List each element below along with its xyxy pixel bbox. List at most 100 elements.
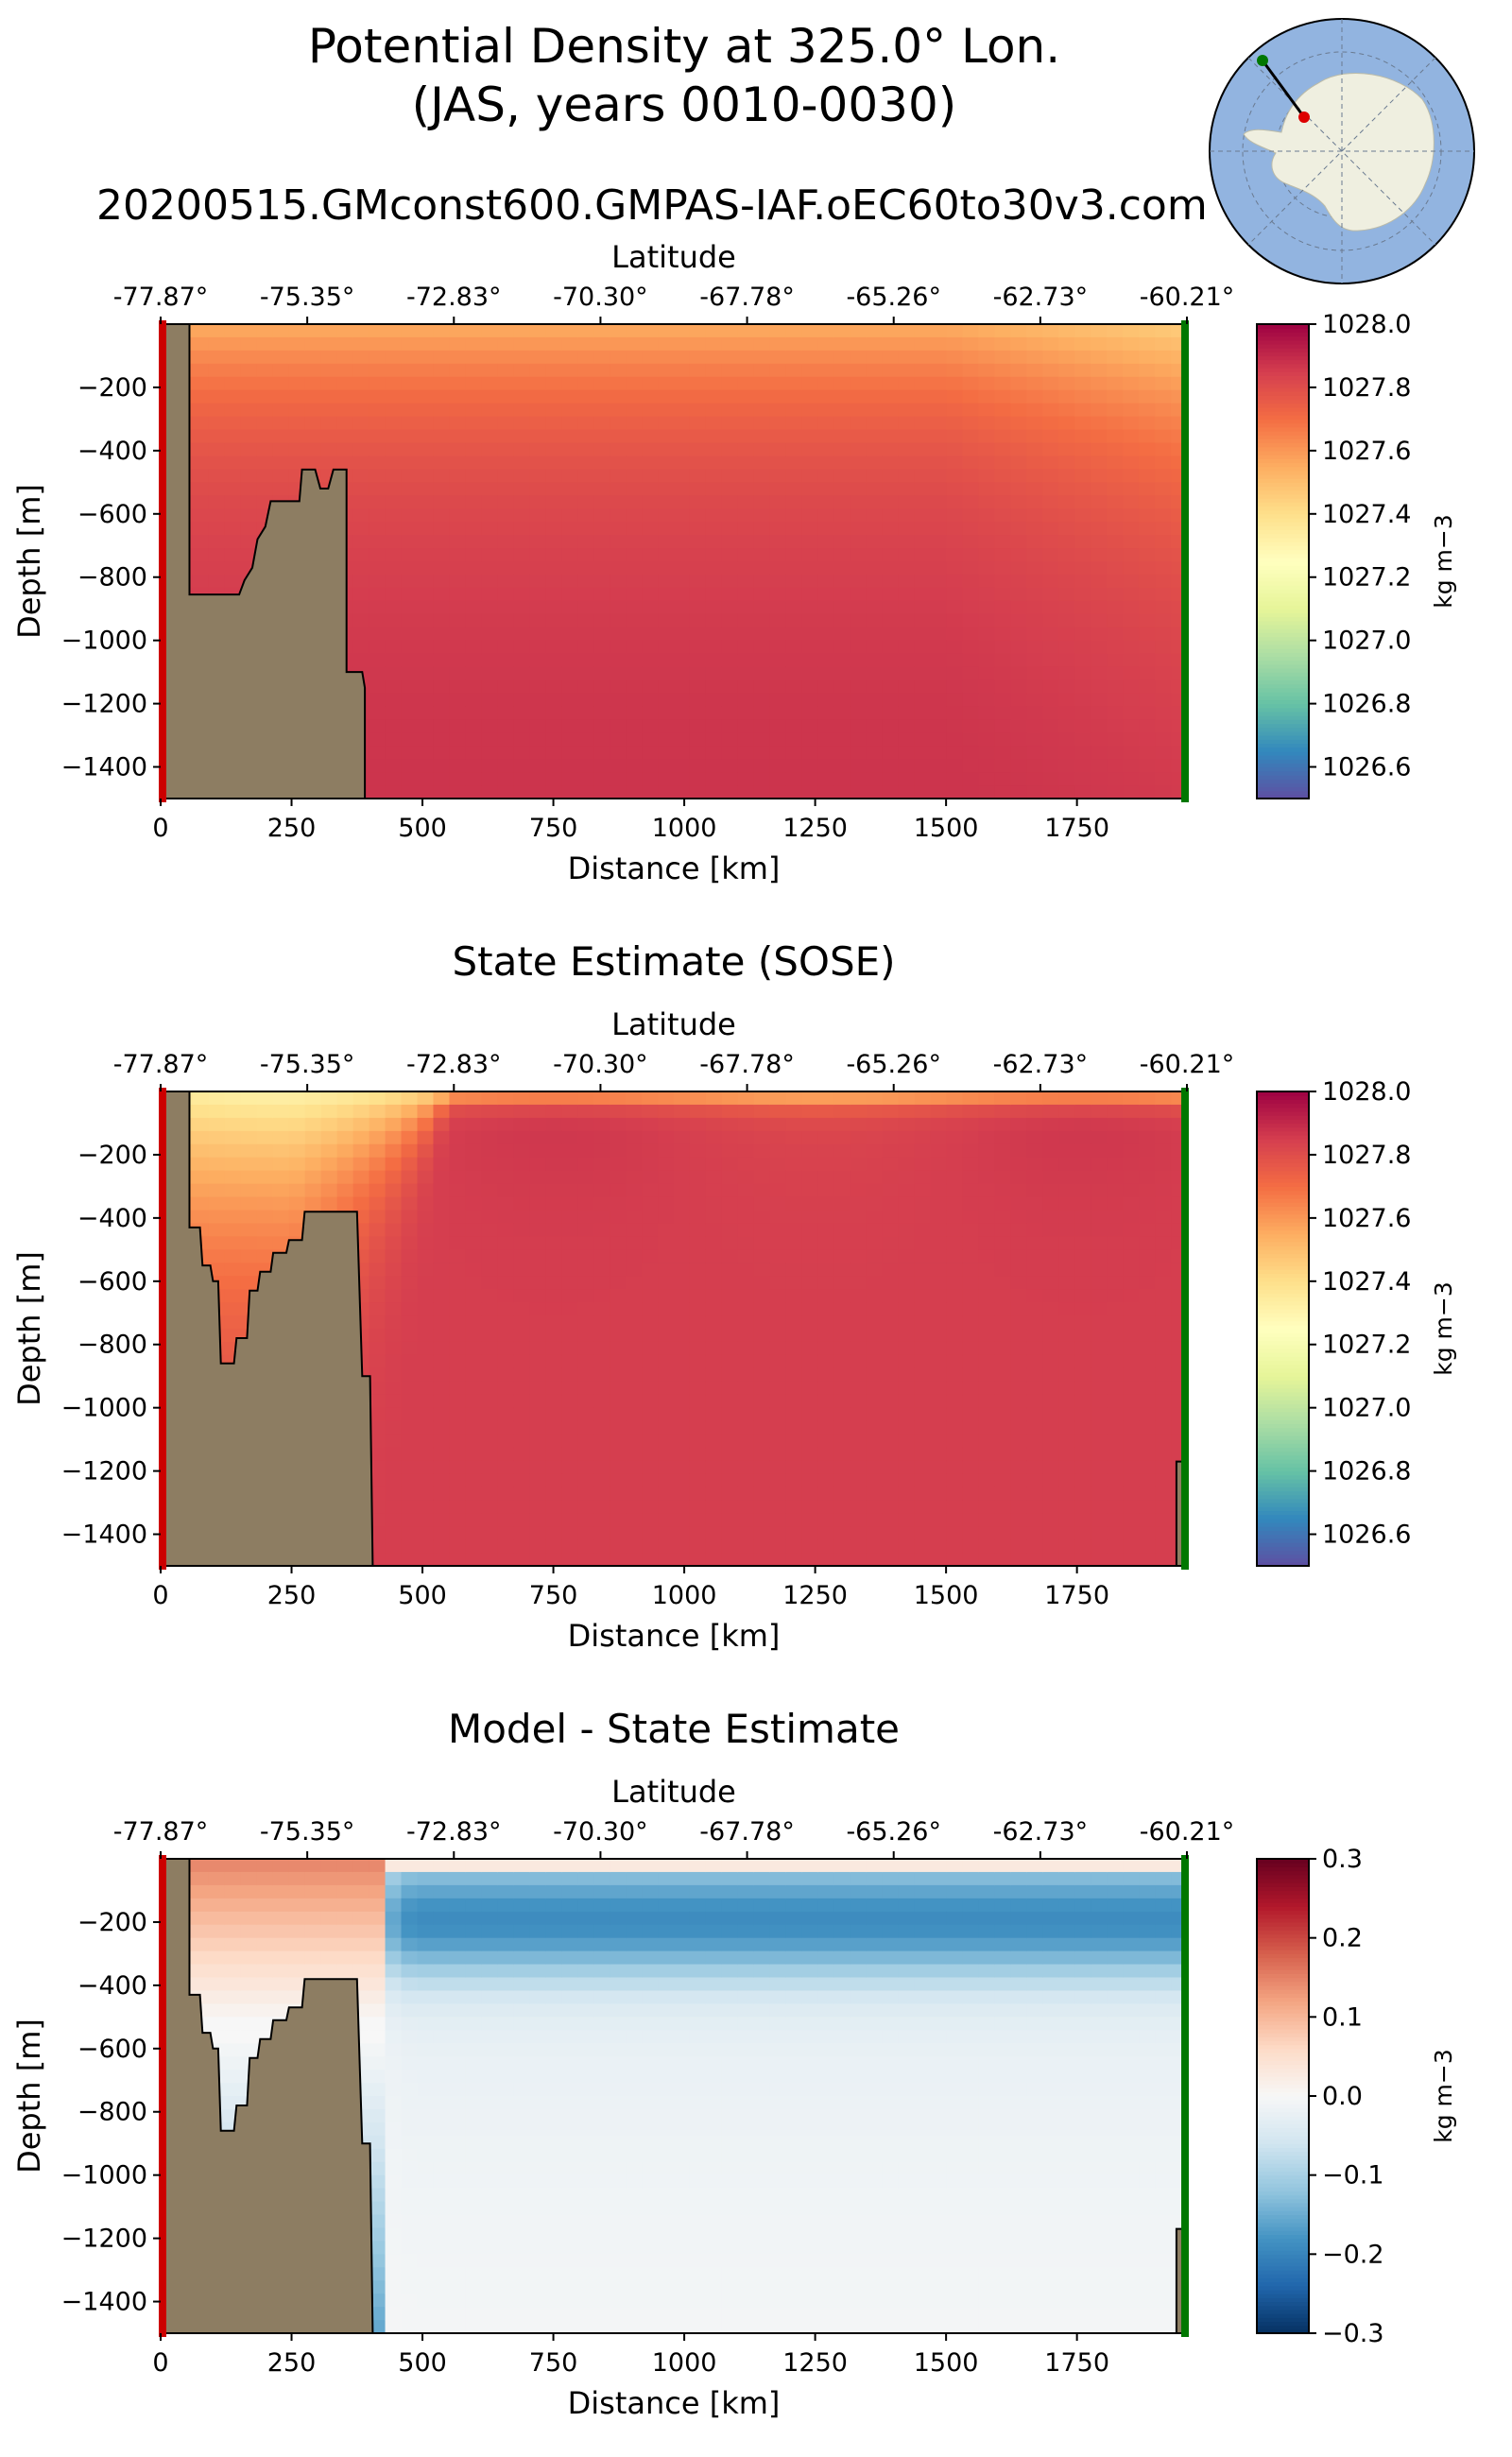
- heatmap-cell: [689, 1394, 707, 1409]
- heatmap-cell: [882, 548, 900, 562]
- heatmap-cell: [481, 746, 498, 760]
- heatmap-cell: [689, 653, 707, 668]
- heatmap-cell: [962, 1143, 980, 1159]
- heatmap-cell: [610, 1170, 627, 1185]
- heatmap-cell: [192, 389, 210, 404]
- heatmap-cell: [449, 469, 467, 483]
- heatmap-cell: [1042, 376, 1059, 391]
- heatmap-cell: [481, 1354, 498, 1369]
- heatmap-cell: [1058, 1420, 1075, 1435]
- heatmap-cell: [642, 706, 659, 720]
- heatmap-cell: [866, 561, 884, 576]
- heatmap-cell: [785, 1420, 803, 1435]
- heatmap-cell: [1042, 1407, 1059, 1422]
- heatmap-cell: [369, 482, 387, 496]
- heatmap-cell: [529, 1354, 546, 1369]
- heatmap-cell: [817, 1526, 835, 1540]
- heatmap-cell: [401, 627, 419, 642]
- heatmap-cell: [529, 772, 546, 786]
- heatmap-cell: [642, 350, 659, 365]
- heatmap-cell: [401, 363, 419, 378]
- heatmap-cell: [626, 1249, 643, 1263]
- heatmap-cell: [433, 350, 451, 365]
- heatmap-cell: [304, 363, 322, 378]
- heatmap-cell: [1123, 1289, 1140, 1303]
- heatmap-cell: [1155, 508, 1172, 523]
- heatmap-cell: [1010, 403, 1027, 418]
- heatmap-cell: [497, 1329, 514, 1343]
- heatmap-cell: [817, 1289, 835, 1303]
- heatmap-cell: [817, 587, 835, 602]
- heatmap-cell: [658, 640, 675, 655]
- heatmap-cell: [785, 1473, 803, 1487]
- heatmap-cell: [962, 746, 980, 760]
- heatmap-cell: [369, 1196, 387, 1211]
- y-tick-label: −600: [77, 500, 147, 529]
- heatmap-cell: [689, 719, 707, 733]
- heatmap-cell: [721, 759, 739, 773]
- heatmap-cell: [721, 1434, 739, 1449]
- heatmap-cell: [1026, 1104, 1043, 1119]
- heatmap-cell: [642, 403, 659, 418]
- heatmap-cell: [465, 574, 482, 589]
- heatmap-cell: [866, 1183, 884, 1198]
- heatmap-cell: [817, 376, 835, 391]
- heatmap-cell: [642, 561, 659, 576]
- heatmap-cell: [561, 653, 578, 668]
- heatmap-cell: [465, 1170, 482, 1185]
- heatmap-cell: [705, 1143, 723, 1159]
- heatmap-cell: [737, 679, 755, 695]
- heatmap-cell: [674, 640, 691, 655]
- heatmap-cell: [946, 600, 964, 615]
- heatmap-cell: [946, 1170, 964, 1185]
- heatmap-cell: [978, 693, 995, 707]
- heatmap-cell: [882, 1143, 900, 1159]
- heatmap-cell: [705, 1091, 723, 1106]
- heatmap-cell: [674, 1381, 691, 1396]
- heatmap-cell: [866, 1276, 884, 1290]
- heatmap-cell: [288, 350, 306, 365]
- heatmap-cell: [417, 1434, 435, 1449]
- heatmap-cell: [769, 1183, 787, 1198]
- heatmap-cell: [785, 1249, 803, 1263]
- heatmap-cell: [785, 1302, 803, 1316]
- heatmap-cell: [433, 1170, 451, 1185]
- heatmap-cell: [866, 732, 884, 747]
- heatmap-cell: [272, 1210, 290, 1225]
- heatmap-cell: [994, 1289, 1011, 1303]
- heatmap-cell: [962, 1130, 980, 1145]
- heatmap-cell: [898, 1394, 916, 1409]
- heatmap-cell: [674, 1236, 691, 1250]
- heatmap-cell: [465, 363, 482, 378]
- heatmap-cell: [753, 719, 771, 733]
- heatmap-cell: [593, 1473, 610, 1487]
- heatmap-cell: [898, 1434, 916, 1449]
- heatmap-cell: [1107, 548, 1124, 562]
- heatmap-cell: [224, 508, 242, 523]
- heatmap-cell: [753, 442, 771, 457]
- heatmap-cell: [497, 1473, 514, 1487]
- heatmap-cell: [610, 1183, 627, 1198]
- heatmap-cell: [224, 403, 242, 418]
- heatmap-cell: [946, 640, 964, 655]
- heatmap-cell: [642, 759, 659, 773]
- heatmap-cell: [1058, 482, 1075, 496]
- heatmap-cell: [1091, 1434, 1108, 1449]
- heatmap-cell: [721, 1276, 739, 1290]
- heatmap-cell: [626, 429, 643, 444]
- heatmap-cell: [914, 1447, 932, 1462]
- heatmap-cell: [529, 1196, 546, 1211]
- heatmap-cell: [336, 1143, 354, 1159]
- heatmap-cell: [561, 587, 578, 602]
- heatmap-cell: [1042, 759, 1059, 773]
- heatmap-cell: [946, 522, 964, 536]
- heatmap-cell: [946, 1367, 964, 1383]
- heatmap-cell: [817, 1407, 835, 1422]
- heatmap-cell: [850, 587, 868, 602]
- heatmap-cell: [978, 1367, 995, 1383]
- heatmap-cell: [1155, 1407, 1172, 1422]
- heatmap-cell: [256, 469, 274, 483]
- x-tick-label: 250: [267, 814, 317, 843]
- heatmap-cell: [449, 1289, 467, 1303]
- heatmap-cell: [1010, 666, 1027, 681]
